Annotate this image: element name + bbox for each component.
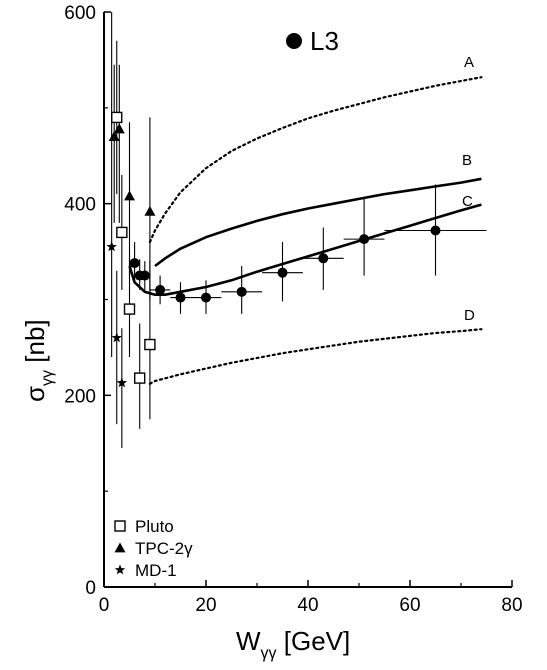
x-tick-label: 20 [195,595,216,616]
md-1-point [111,332,122,343]
l3-point [359,234,370,245]
curve-label-c: C [462,193,473,210]
pluto-point [116,226,128,239]
inset-label-l3: L3 [310,26,339,56]
l3-point [175,292,186,303]
data-markers [106,111,441,388]
l3-point [201,292,211,303]
l3-point [318,253,329,264]
md-1-point [116,377,128,388]
x-tick-label: 80 [501,595,522,616]
error-bars [111,12,487,449]
md-1-point [106,241,117,252]
x-axis-title: Wγγ [GeV] [236,626,350,662]
y-tick-label: 0 [85,578,96,599]
y-tick-label: 200 [64,386,96,407]
l3-point [430,225,441,236]
curve-c [128,203,482,296]
legend-label: MD-1 [135,561,177,580]
legend-star-icon [114,564,126,575]
x-tick-label: 40 [297,595,318,616]
pluto-point [111,111,123,124]
plot-frame [103,12,512,588]
model-curves [128,76,483,385]
y-axis-title: σγγ [nb] [20,319,56,402]
legend-open-square-icon [114,520,126,532]
legend-filled-triangle-icon [114,542,126,553]
l3-point [277,267,288,278]
tpc-2--point [124,190,135,201]
curve-label-a: A [464,54,474,71]
l3-point [139,270,150,281]
l3-point [155,284,166,295]
l3-point [236,286,247,297]
tpc-2--point [113,123,125,134]
curve-label-d: D [464,307,475,324]
axis-ticks: 0 20 40 60 80 0 200 400 600 [64,3,522,616]
y-tick-label: 600 [64,3,96,24]
legend-label: Pluto [135,517,174,536]
pluto-point [123,303,136,315]
pluto-point [133,372,146,384]
text-labels: Wγγ [GeV] σγγ [nb] A B C D L3 [20,26,475,662]
pluto-point [144,338,156,351]
curve-a [148,76,483,244]
curve-label-b: B [462,152,472,169]
l3-point [129,258,140,269]
legend-label: TPC-2γ [135,539,193,558]
l3-marker-icon [286,33,302,49]
x-tick-label: 0 [99,595,110,616]
tpc-2--point [108,131,120,141]
x-tick-label: 60 [399,595,420,616]
curve-b [154,177,482,268]
legend: Pluto TPC-2γ MD-1 [114,517,193,580]
y-tick-label: 400 [64,195,96,216]
curve-d [148,328,483,385]
tpc-2--point [144,205,156,216]
